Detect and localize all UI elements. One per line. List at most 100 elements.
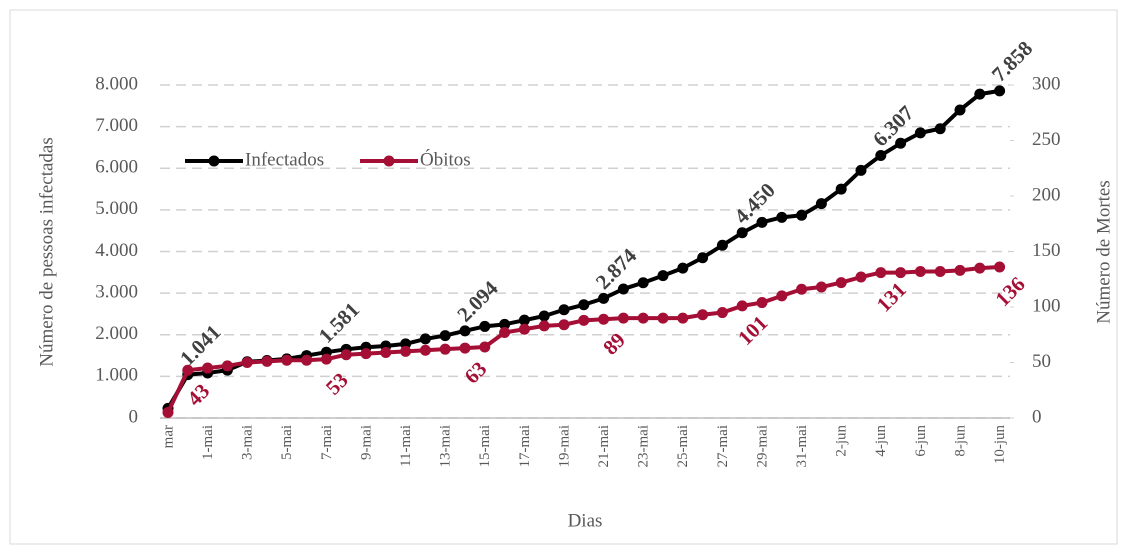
x-tick-label: 6-jun xyxy=(913,425,929,457)
x-tick-label: 8-jun xyxy=(952,425,968,457)
point xyxy=(756,297,768,309)
y2-tick-label: 200 xyxy=(1032,184,1061,205)
point xyxy=(439,343,451,355)
x-tick-label: 31-mai xyxy=(794,425,810,468)
point xyxy=(202,362,214,374)
point xyxy=(895,267,907,279)
point xyxy=(637,312,649,324)
point xyxy=(617,283,629,295)
legend-marker xyxy=(383,155,395,167)
point xyxy=(479,320,491,332)
point xyxy=(736,300,748,312)
point xyxy=(934,265,946,277)
y-tick-label: 3.000 xyxy=(95,281,138,302)
legend-label: Óbitos xyxy=(420,148,471,170)
point xyxy=(994,261,1006,273)
point xyxy=(677,262,689,274)
point xyxy=(617,312,629,324)
point xyxy=(796,209,808,221)
point xyxy=(914,265,926,277)
point xyxy=(400,345,412,357)
point xyxy=(815,281,827,293)
y-tick-label: 1.000 xyxy=(95,365,138,386)
y-tick-label: 5.000 xyxy=(95,198,138,219)
point xyxy=(855,164,867,176)
point xyxy=(499,327,511,339)
x-tick-label: 25-mai xyxy=(675,425,691,468)
y2-tick-label: 250 xyxy=(1032,129,1061,150)
point xyxy=(598,313,610,325)
point xyxy=(677,312,689,324)
x-tick-label: 3-mai xyxy=(240,425,256,460)
point xyxy=(855,271,867,283)
point xyxy=(974,88,986,100)
y2-tick-label: 300 xyxy=(1032,73,1061,94)
y-tick-label: 4.000 xyxy=(95,240,138,261)
point xyxy=(340,349,352,361)
point xyxy=(439,330,451,342)
x-tick-label: 2-jun xyxy=(834,425,850,457)
y2-tick-label: 0 xyxy=(1032,406,1042,427)
point xyxy=(578,299,590,311)
point xyxy=(994,85,1006,97)
point xyxy=(301,354,313,366)
x-tick-label: 17-mai xyxy=(517,425,533,468)
point xyxy=(815,198,827,210)
point xyxy=(776,211,788,223)
point xyxy=(895,137,907,149)
point xyxy=(538,320,550,332)
point xyxy=(716,239,728,251)
point xyxy=(716,307,728,319)
point xyxy=(974,262,986,274)
point xyxy=(558,319,570,331)
x-tick-label: 13-mai xyxy=(438,425,454,468)
point xyxy=(657,312,669,324)
point xyxy=(835,277,847,289)
point xyxy=(162,406,174,418)
point xyxy=(598,292,610,304)
point xyxy=(241,357,253,368)
legend-marker xyxy=(208,155,220,167)
point xyxy=(697,309,709,321)
point xyxy=(954,264,966,276)
x-tick-label: 5-mai xyxy=(279,425,295,460)
point xyxy=(459,325,471,337)
x-tick-label: 4-jun xyxy=(873,425,889,457)
point xyxy=(281,354,293,366)
chart-border xyxy=(9,9,1118,545)
point xyxy=(479,341,491,353)
point xyxy=(419,344,431,356)
point xyxy=(360,348,372,360)
x-tick-label: 29-mai xyxy=(754,425,770,468)
y2-axis-label: Número de Mortes xyxy=(1093,180,1114,324)
point xyxy=(182,364,194,376)
point xyxy=(835,183,847,195)
point xyxy=(459,342,471,354)
point xyxy=(756,216,768,228)
point xyxy=(875,267,887,279)
point xyxy=(657,270,669,282)
point xyxy=(518,314,530,326)
point xyxy=(796,283,808,295)
y-tick-label: 8.000 xyxy=(95,73,138,94)
y-tick-label: 7.000 xyxy=(95,115,138,136)
x-tick-label: 11-mai xyxy=(398,425,414,467)
x-tick-label: mar xyxy=(160,425,176,448)
x-tick-label: 19-mai xyxy=(556,425,572,468)
y-axis-label: Número de pessoas infectadas xyxy=(36,137,57,367)
point xyxy=(558,304,570,316)
point xyxy=(320,353,332,365)
point xyxy=(637,277,649,289)
y2-tick-label: 50 xyxy=(1032,351,1051,372)
x-tick-label: 23-mai xyxy=(636,425,652,468)
point xyxy=(538,310,550,322)
point xyxy=(419,333,431,345)
point xyxy=(380,347,392,359)
point xyxy=(914,127,926,139)
x-tick-label: 9-mai xyxy=(358,425,374,460)
point xyxy=(518,323,530,335)
x-tick-label: 1-mai xyxy=(200,425,216,460)
point xyxy=(221,360,233,372)
x-tick-label: 15-mai xyxy=(477,425,493,468)
